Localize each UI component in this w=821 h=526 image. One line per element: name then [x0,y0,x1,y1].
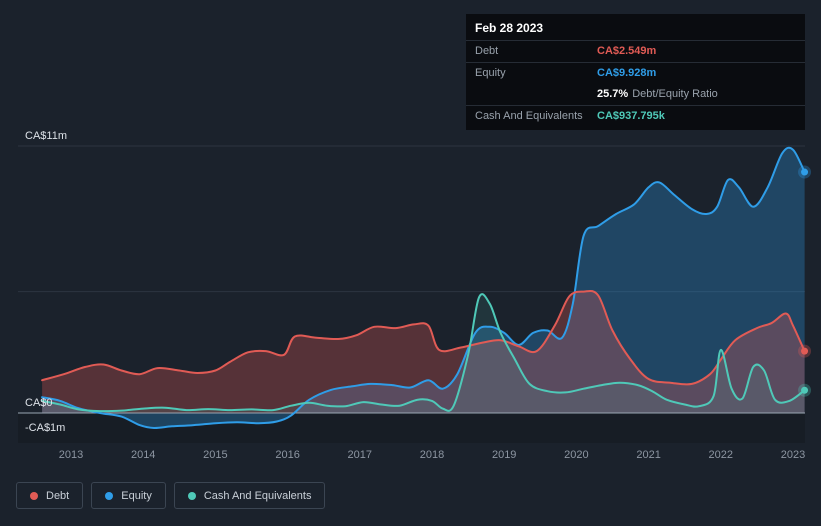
y-axis-label: CA$11m [25,130,67,142]
tooltip-cash-label: Cash And Equivalents [475,110,583,122]
tooltip-cash-row: Cash And Equivalents CA$937.795k [466,106,805,130]
endpoint-marker [801,347,809,355]
x-axis-tick-label: 2022 [709,449,733,461]
x-axis-tick-label: 2023 [781,449,805,461]
debt-color-dot [30,491,38,500]
tooltip-debt-value: CA$2.549m [597,45,657,57]
x-axis-tick-label: 2020 [564,449,588,461]
tooltip-equity-value: CA$9.928m [597,67,657,79]
x-axis-tick-label: 2018 [420,449,444,461]
x-axis-tick-label: 2014 [131,449,155,461]
legend-equity-label: Equity [121,489,152,502]
chart-legend: Debt Equity Cash And Equivalents [16,482,326,509]
tooltip-equity-label: Equity [475,67,506,79]
legend-item-debt[interactable]: Debt [16,482,84,509]
legend-cash-label: Cash And Equivalents [203,489,312,502]
endpoint-marker [801,168,809,176]
x-axis-tick-label: 2021 [636,449,660,461]
legend-debt-label: Debt [46,489,70,502]
y-axis-label: CA$0 [25,397,53,409]
chart-tooltip: Feb 28 2023 Debt CA$2.549m Equity CA$9.9… [466,14,805,130]
legend-item-cash[interactable]: Cash And Equivalents [173,482,326,509]
tooltip-equity-row: Equity CA$9.928m [466,63,805,84]
tooltip-debt-label: Debt [475,45,499,57]
equity-color-dot [105,491,114,500]
tooltip-debt-row: Debt CA$2.549m [466,41,805,63]
endpoint-marker [801,386,809,394]
tooltip-ratio-value: 25.7% Debt/Equity Ratio [597,87,796,102]
x-axis-tick-label: 2013 [59,449,83,461]
tooltip-ratio-row: 25.7% Debt/Equity Ratio [466,84,805,106]
x-axis-tick-label: 2015 [203,449,227,461]
tooltip-cash-value: CA$937.795k [597,110,665,122]
x-axis-tick-label: 2019 [492,449,516,461]
series-area-equity [42,147,805,429]
y-axis-label: -CA$1m [25,422,65,434]
debt-equity-ratio-label: Debt/Equity Ratio [632,88,718,100]
series-line-cash-and-equivalents [41,293,806,413]
series-line-debt [41,289,806,386]
debt-equity-ratio-percent: 25.7% [597,88,629,100]
cash-color-dot [187,491,196,500]
tooltip-date: Feb 28 2023 [466,14,805,41]
series-line-equity [41,146,806,430]
legend-item-equity[interactable]: Equity [91,482,166,509]
x-axis-tick-label: 2016 [275,449,299,461]
x-axis-tick-label: 2017 [348,449,372,461]
